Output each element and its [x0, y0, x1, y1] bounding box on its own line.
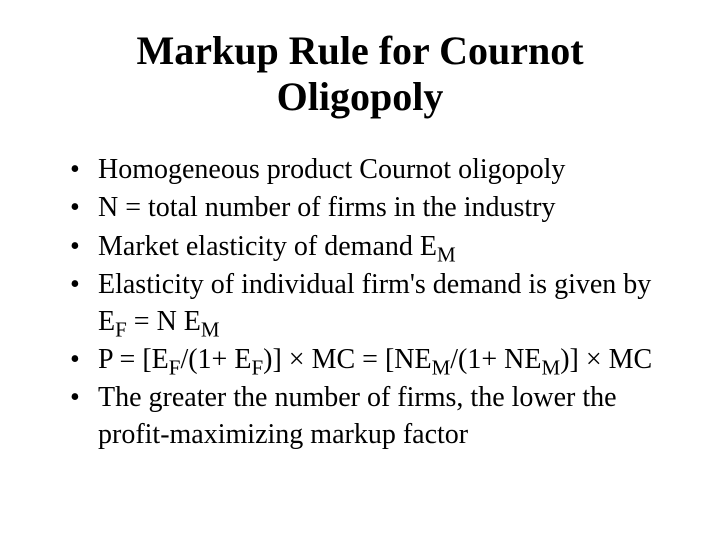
subscript-f: F — [169, 356, 181, 380]
bullet-list: Homogeneous product Cournot oligopoly N … — [50, 152, 670, 453]
subscript-m: M — [437, 242, 456, 266]
bullet-text: )] × MC — [560, 344, 652, 375]
bullet-text: )] × MC = [NE — [263, 344, 431, 375]
title-line2: Oligopoly — [277, 74, 444, 119]
slide-title: Markup Rule for Cournot Oligopoly — [50, 28, 670, 120]
subscript-f: F — [251, 356, 263, 380]
bullet-text: /(1+ E — [180, 344, 251, 375]
bullet-text: N = total number of firms in the industr… — [98, 192, 556, 223]
title-line1: Markup Rule for Cournot — [136, 28, 583, 73]
bullet-item-0: Homogeneous product Cournot oligopoly — [70, 152, 670, 188]
bullet-text: /(1+ NE — [450, 344, 541, 375]
bullet-item-3: Elasticity of individual firm's demand i… — [70, 267, 670, 340]
bullet-text: The greater the number of firms, the low… — [98, 382, 617, 449]
bullet-text: Market elasticity of demand E — [98, 231, 437, 262]
subscript-m: M — [542, 356, 561, 380]
bullet-item-5: The greater the number of firms, the low… — [70, 380, 670, 453]
bullet-text: Homogeneous product Cournot oligopoly — [98, 154, 565, 185]
bullet-text: P = [E — [98, 344, 169, 375]
bullet-text: = N E — [127, 306, 201, 337]
subscript-m: M — [432, 356, 451, 380]
subscript-f: F — [115, 317, 127, 341]
bullet-item-4: P = [EF/(1+ EF)] × MC = [NEM/(1+ NEM)] ×… — [70, 342, 670, 378]
bullet-item-1: N = total number of firms in the industr… — [70, 190, 670, 226]
bullet-item-2: Market elasticity of demand EM — [70, 229, 670, 265]
subscript-m: M — [201, 317, 220, 341]
